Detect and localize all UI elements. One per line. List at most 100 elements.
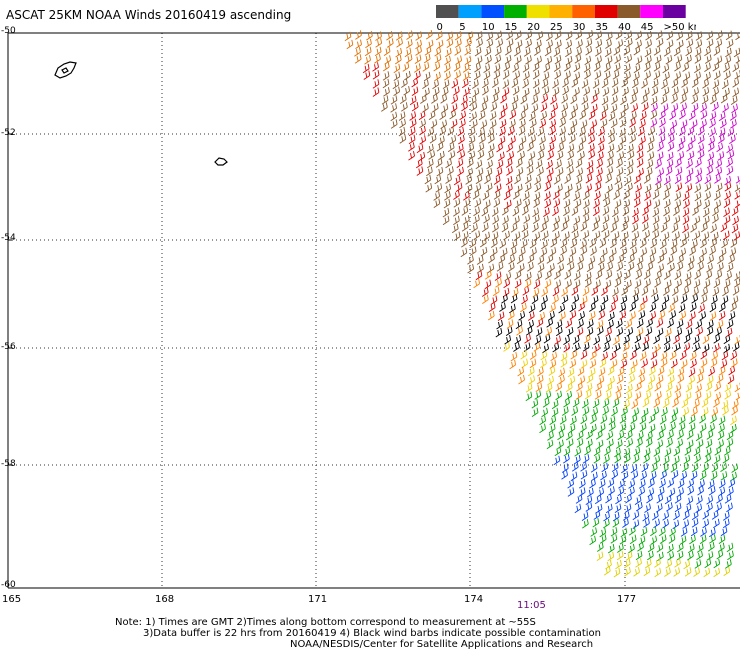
- wind-barb: [528, 151, 536, 161]
- wind-barb: [641, 462, 649, 473]
- wind-barb: [436, 39, 444, 50]
- wind-barb: [646, 262, 654, 272]
- wind-barb: [537, 263, 545, 273]
- wind-barb: [429, 134, 437, 144]
- wind-barb: [488, 302, 496, 312]
- wind-barb: [554, 70, 562, 80]
- wind-barb: [673, 215, 681, 225]
- wind-barb: [626, 159, 634, 169]
- wind-barb: [613, 46, 621, 56]
- wind-barb: [415, 31, 423, 41]
- wind-barb: [451, 223, 459, 234]
- wind-barb: [471, 223, 478, 233]
- wind-barb: [714, 391, 722, 402]
- wind-barb: [570, 119, 578, 129]
- wind-barb: [559, 415, 567, 425]
- wind-barb: [702, 87, 710, 97]
- wind-barb: [725, 271, 732, 281]
- wind-barb: [623, 199, 631, 209]
- wind-barb: [534, 175, 541, 185]
- wind-barb: [506, 183, 513, 194]
- wind-barb: [711, 510, 719, 520]
- wind-barb: [561, 102, 569, 113]
- wind-barb: [593, 446, 601, 457]
- wind-barb: [641, 358, 648, 368]
- wind-barb: [617, 543, 624, 553]
- wind-barb: [608, 486, 615, 496]
- wind-barb: [501, 222, 509, 233]
- wind-barb: [637, 542, 644, 552]
- wind-barb: [690, 223, 697, 233]
- wind-barb: [468, 150, 476, 161]
- wind-barb: [463, 198, 471, 208]
- wind-barb: [523, 71, 530, 81]
- wind-barb: [470, 111, 477, 121]
- wind-barb: [525, 30, 533, 40]
- wind-barb: [640, 295, 648, 305]
- wind-barb: [427, 127, 435, 137]
- wind-barb: [691, 94, 699, 105]
- wind-barb: [528, 303, 536, 314]
- wind-barb: [724, 182, 732, 192]
- legend-label: 35: [595, 22, 608, 33]
- wind-barb: [465, 183, 473, 194]
- wind-barb: [630, 414, 638, 424]
- wind-barb: [565, 30, 573, 41]
- wind-barb: [668, 534, 676, 544]
- wind-barb: [679, 310, 687, 321]
- wind-barb: [636, 438, 643, 448]
- wind-barb: [552, 222, 559, 232]
- wind-barb: [704, 182, 712, 192]
- wind-barb: [465, 175, 473, 185]
- wind-barb: [519, 135, 527, 146]
- note-line-2: 3)Data buffer is 22 hrs from 20160419 4)…: [143, 628, 601, 639]
- wind-barb: [594, 191, 601, 201]
- wind-barb: [507, 151, 515, 161]
- wind-barb: [469, 95, 477, 106]
- wind-barb: [677, 254, 684, 265]
- wind-barb: [735, 176, 740, 184]
- wind-barb: [648, 126, 656, 136]
- wind-barb: [651, 86, 659, 96]
- wind-barb: [415, 39, 422, 50]
- wind-barb: [414, 63, 421, 73]
- wind-barb: [626, 166, 634, 176]
- legend-swatch: [663, 5, 686, 18]
- wind-barb: [459, 118, 466, 129]
- wind-barb: [431, 103, 439, 113]
- wind-barb: [659, 239, 667, 250]
- wind-barb: [511, 287, 519, 298]
- wind-barb: [608, 134, 615, 145]
- wind-barb: [521, 222, 529, 233]
- wind-barb: [529, 358, 537, 369]
- wind-barb: [726, 165, 734, 176]
- wind-barb: [433, 61, 441, 72]
- wind-barb: [643, 454, 650, 464]
- wind-barb: [709, 127, 716, 137]
- legend-label: >50 knots: [664, 22, 697, 33]
- wind-barb: [493, 70, 501, 80]
- wind-barb: [612, 70, 620, 80]
- wind-barb: [545, 383, 553, 393]
- wind-barb: [505, 175, 513, 186]
- wind-barb: [362, 63, 370, 74]
- wind-barb: [699, 414, 706, 424]
- wind-barb: [390, 111, 398, 122]
- wind-barb: [576, 430, 584, 441]
- wind-barb: [611, 78, 619, 88]
- wind-barb: [582, 286, 590, 297]
- wind-barb: [593, 510, 601, 520]
- wind-barb: [595, 55, 602, 65]
- wind-barb: [538, 311, 546, 322]
- wind-barb: [495, 30, 503, 41]
- wind-barb: [443, 198, 451, 209]
- wind-barb: [581, 95, 589, 105]
- wind-barb: [386, 38, 394, 48]
- wind-barb: [479, 134, 486, 144]
- wind-barb: [563, 398, 570, 408]
- wind-barb: [653, 334, 660, 345]
- wind-barb: [422, 62, 430, 72]
- wind-barb: [515, 183, 523, 194]
- wind-barb: [555, 159, 562, 170]
- wind-barb: [473, 278, 481, 289]
